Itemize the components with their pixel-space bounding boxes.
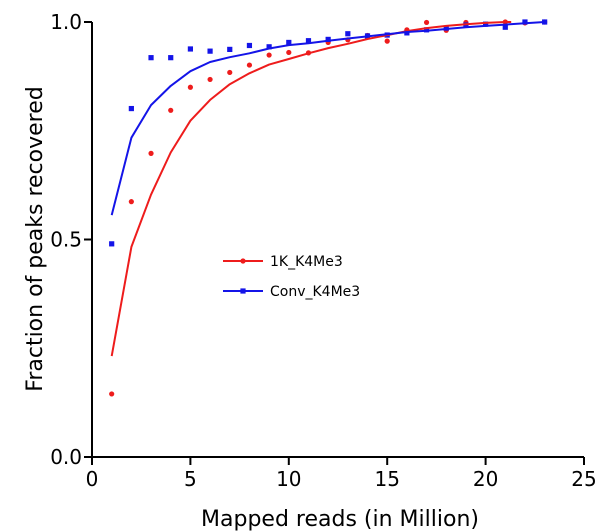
y-tick-label: 0.5 bbox=[50, 228, 82, 252]
data-point bbox=[227, 69, 233, 76]
legend-label: 1K_K4Me3 bbox=[270, 254, 343, 270]
data-point bbox=[266, 44, 272, 50]
data-point bbox=[483, 21, 489, 27]
data-point bbox=[109, 241, 115, 247]
data-point bbox=[246, 62, 253, 68]
series-0-fit-line bbox=[110, 21, 512, 357]
legend: 1K_K4Me3 Conv_K4Me3 bbox=[223, 254, 360, 300]
data-point bbox=[246, 42, 253, 49]
data-point bbox=[286, 39, 292, 46]
plot-points bbox=[109, 19, 548, 397]
data-point bbox=[266, 52, 272, 58]
data-point bbox=[109, 391, 115, 397]
series-1-points bbox=[109, 19, 548, 247]
x-ticks: 0 5 10 15 20 25 bbox=[86, 457, 597, 491]
data-point bbox=[168, 107, 174, 113]
data-point bbox=[148, 150, 154, 156]
data-point bbox=[227, 46, 233, 53]
data-point bbox=[502, 24, 508, 30]
y-axis-title: Fraction of peaks recovered bbox=[23, 86, 48, 391]
y-tick-label: 0.0 bbox=[50, 445, 82, 469]
x-tick-label: 10 bbox=[276, 467, 301, 491]
axes: 0 5 10 15 20 25 0.0 0.5 1.0 bbox=[50, 10, 597, 491]
data-point bbox=[542, 19, 548, 25]
data-point bbox=[168, 55, 174, 61]
x-tick-label: 15 bbox=[374, 467, 399, 491]
data-point bbox=[325, 36, 331, 42]
y-tick-label: 1.0 bbox=[50, 10, 82, 34]
data-point bbox=[187, 84, 193, 90]
legend-item: Conv_K4Me3 bbox=[223, 284, 360, 300]
data-point bbox=[128, 199, 134, 205]
data-point bbox=[305, 38, 312, 44]
fit-lines bbox=[110, 21, 545, 357]
data-point bbox=[522, 19, 528, 25]
x-axis-title: Mapped reads (in Million) bbox=[201, 507, 479, 531]
x-tick-label: 20 bbox=[473, 467, 498, 491]
legend-item: 1K_K4Me3 bbox=[223, 254, 343, 270]
legend-swatch-marker bbox=[240, 258, 246, 264]
data-point bbox=[423, 19, 430, 26]
data-point bbox=[128, 105, 134, 112]
data-point bbox=[207, 76, 213, 83]
series-1-fit-line bbox=[110, 21, 545, 216]
y-ticks: 0.0 0.5 1.0 bbox=[50, 10, 92, 469]
legend-swatch-marker bbox=[240, 288, 246, 294]
data-point bbox=[187, 46, 193, 52]
legend-label: Conv_K4Me3 bbox=[270, 284, 360, 300]
data-point bbox=[148, 55, 154, 61]
x-tick-label: 5 bbox=[184, 467, 197, 491]
data-point bbox=[207, 48, 213, 54]
series-0-points bbox=[109, 19, 548, 397]
x-tick-label: 0 bbox=[86, 467, 99, 491]
data-point bbox=[384, 38, 390, 44]
x-tick-label: 25 bbox=[571, 467, 596, 491]
data-point bbox=[345, 31, 351, 37]
data-point bbox=[286, 49, 292, 56]
